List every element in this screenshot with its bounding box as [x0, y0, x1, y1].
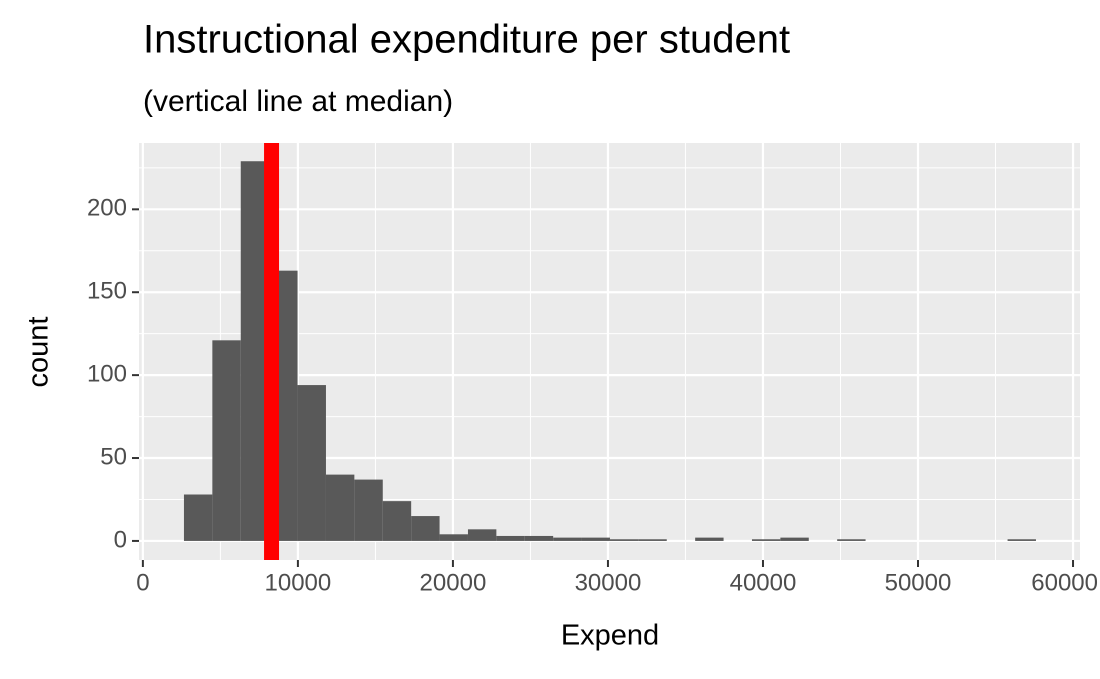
bar — [212, 340, 241, 541]
x-tick-label: 40000 — [730, 569, 797, 596]
bar — [581, 537, 610, 541]
x-axis-label: Expend — [561, 620, 659, 652]
bar — [524, 535, 554, 541]
x-tick-label: 0 — [136, 569, 149, 596]
x-tick-label: 30000 — [575, 569, 642, 596]
x-tick-label: 60000 — [1031, 569, 1098, 596]
y-tick-label: 0 — [114, 526, 127, 553]
bar — [439, 534, 468, 541]
chart-subtitle: (vertical line at median) — [143, 85, 453, 118]
bar — [467, 529, 497, 541]
y-tick-label: 150 — [87, 278, 127, 305]
bar — [382, 501, 412, 541]
bar — [609, 539, 639, 541]
bar — [553, 537, 582, 541]
bar — [1007, 539, 1036, 541]
chart-title: Instructional expenditure per student — [143, 18, 790, 62]
y-tick-label: 100 — [87, 360, 127, 387]
bar — [496, 535, 525, 541]
y-axis-label: count — [23, 317, 55, 388]
bar — [837, 539, 866, 541]
bar — [695, 537, 724, 541]
bar — [411, 516, 440, 541]
y-tick-label: 200 — [87, 195, 127, 222]
bar — [638, 539, 667, 541]
bar — [354, 479, 383, 541]
x-tick-label: 50000 — [885, 569, 952, 596]
y-tick-label: 50 — [100, 443, 127, 470]
bar — [325, 474, 355, 541]
bar — [183, 494, 213, 541]
x-tick-label: 20000 — [420, 569, 487, 596]
bar — [751, 539, 781, 541]
x-tick-label: 10000 — [265, 569, 332, 596]
bar — [297, 385, 326, 541]
bar — [780, 537, 809, 541]
